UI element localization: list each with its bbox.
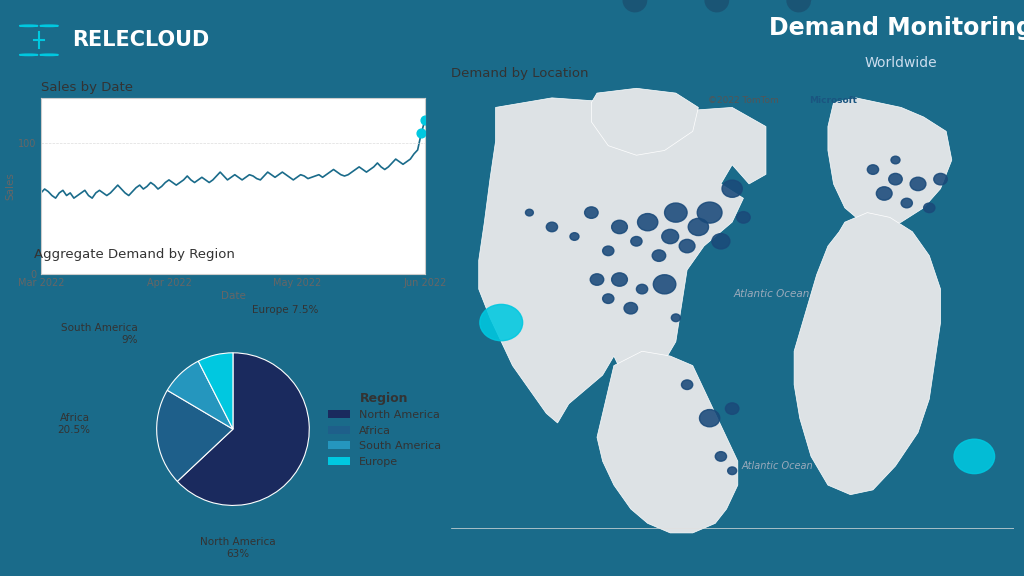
Point [413, 128, 429, 138]
Wedge shape [167, 361, 233, 429]
Point [417, 115, 433, 124]
Circle shape [910, 177, 926, 191]
Circle shape [653, 275, 676, 294]
Text: ©2022 TomTom: ©2022 TomTom [708, 96, 779, 105]
Circle shape [637, 285, 647, 294]
Circle shape [40, 25, 58, 26]
Wedge shape [199, 353, 233, 429]
Text: Atlantic Ocean: Atlantic Ocean [733, 289, 810, 299]
Text: South America
9%: South America 9% [60, 323, 137, 344]
Text: Africa
20.5%: Africa 20.5% [57, 413, 90, 435]
Circle shape [736, 211, 751, 223]
Circle shape [652, 250, 666, 262]
Polygon shape [597, 351, 737, 533]
Circle shape [40, 54, 58, 55]
Circle shape [877, 187, 892, 200]
Text: Demand by Location: Demand by Location [451, 67, 588, 79]
Circle shape [638, 214, 657, 231]
Circle shape [19, 25, 38, 26]
Circle shape [867, 165, 879, 175]
Wedge shape [177, 353, 309, 505]
Polygon shape [827, 98, 952, 232]
Polygon shape [479, 98, 766, 423]
Circle shape [722, 180, 742, 198]
Circle shape [590, 274, 604, 285]
Circle shape [954, 439, 994, 473]
Text: RELECLOUD: RELECLOUD [72, 31, 209, 50]
Text: Atlantic Ocean: Atlantic Ocean [741, 461, 813, 471]
Circle shape [682, 380, 692, 389]
Circle shape [697, 202, 722, 223]
X-axis label: Date: Date [220, 291, 246, 301]
Circle shape [525, 209, 534, 216]
Circle shape [665, 203, 687, 222]
Circle shape [699, 410, 720, 427]
Circle shape [891, 156, 900, 164]
Circle shape [889, 173, 902, 185]
Polygon shape [592, 88, 698, 155]
Circle shape [688, 218, 709, 236]
Circle shape [662, 229, 679, 244]
Circle shape [631, 237, 642, 246]
Text: North America
63%: North America 63% [201, 537, 276, 559]
Circle shape [624, 302, 638, 314]
Circle shape [728, 467, 736, 475]
Y-axis label: Sales: Sales [5, 172, 15, 200]
Text: Demand Monitoring: Demand Monitoring [769, 16, 1024, 40]
Text: Europe 7.5%: Europe 7.5% [252, 305, 318, 316]
Text: Microsoft: Microsoft [810, 96, 857, 105]
Circle shape [725, 403, 739, 414]
Circle shape [19, 54, 38, 55]
Circle shape [603, 294, 614, 304]
Text: Aggregate Demand by Region: Aggregate Demand by Region [34, 248, 236, 261]
Circle shape [547, 222, 557, 232]
Circle shape [672, 314, 680, 321]
Circle shape [712, 234, 730, 249]
Circle shape [611, 220, 628, 234]
Circle shape [901, 198, 912, 208]
Text: Sales by Date: Sales by Date [41, 81, 133, 94]
Circle shape [934, 173, 947, 185]
Circle shape [480, 304, 522, 341]
Legend: North America, Africa, South America, Europe: North America, Africa, South America, Eu… [324, 387, 445, 471]
Circle shape [570, 233, 579, 240]
Circle shape [715, 452, 726, 461]
Text: Worldwide: Worldwide [865, 56, 937, 70]
Polygon shape [795, 213, 941, 495]
Circle shape [679, 240, 695, 253]
Circle shape [585, 207, 598, 218]
Wedge shape [157, 391, 233, 482]
Circle shape [603, 246, 614, 256]
Circle shape [924, 203, 935, 213]
Circle shape [611, 273, 628, 286]
